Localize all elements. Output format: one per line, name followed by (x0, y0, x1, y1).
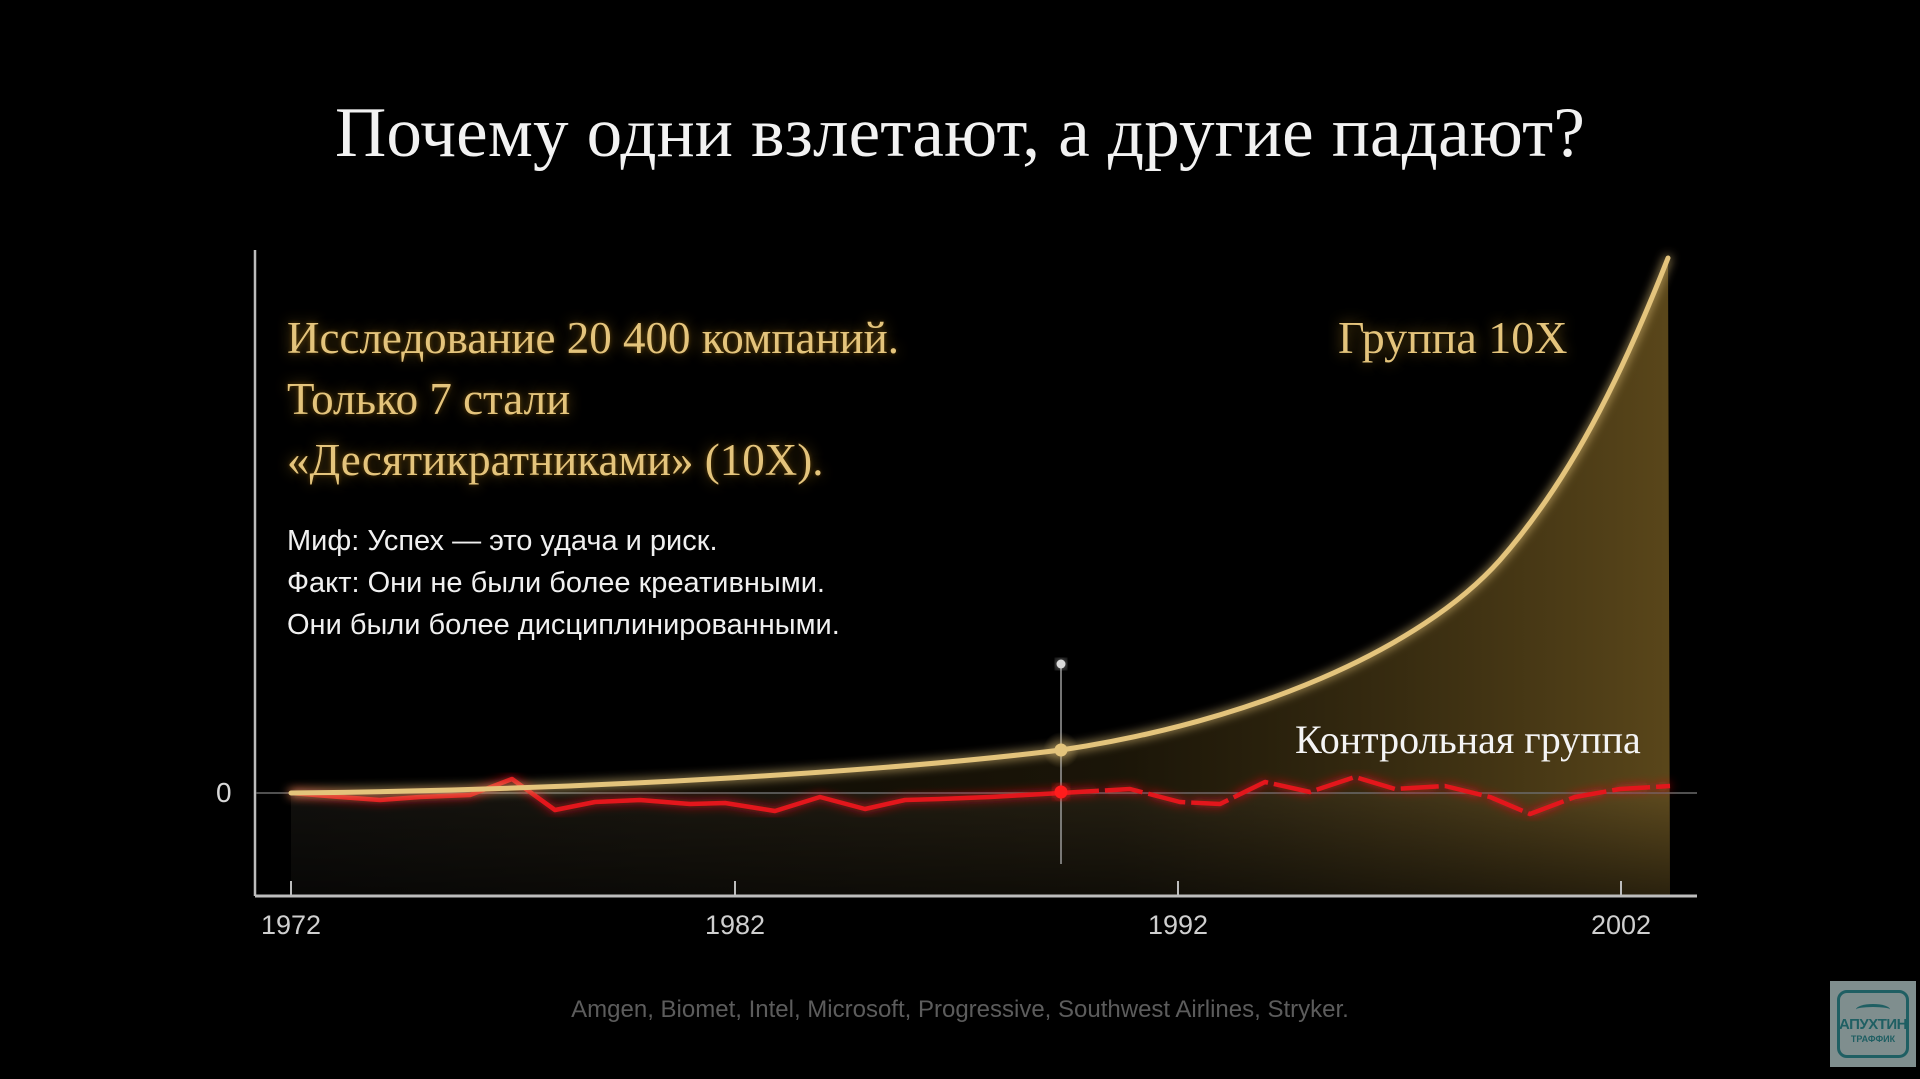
logo-arc-icon (1856, 1004, 1890, 1015)
10x-area-fill (291, 258, 1670, 896)
x-tick-label-2002: 2002 (1590, 910, 1652, 940)
myth-line: Миф: Успех — это удача и риск. (287, 525, 718, 557)
logo-badge: АПУХТИН ТРАФФИК (1837, 990, 1909, 1058)
y-tick-label-zero: 0 (216, 777, 232, 808)
x-tick-label-1992: 1992 (1147, 910, 1209, 940)
logo-line-1: АПУХТИН (1838, 1016, 1908, 1033)
study-heading: Исследование 20 400 компаний. Только 7 с… (287, 308, 899, 491)
x-tick-label-1972: 1972 (260, 910, 322, 940)
page-title: Почему одни взлетают, а другие падают? (334, 94, 1586, 172)
x-tick-label-1982: 1982 (704, 910, 766, 940)
10x-group-line (288, 255, 1671, 796)
control-group-line-dashed (1060, 774, 1671, 817)
study-heading-line-2: Только 7 стали (287, 374, 571, 424)
10x-marker-dot (1054, 743, 1068, 757)
series-label-10x: Группа 10X (1338, 312, 1568, 363)
channel-logo: АПУХТИН ТРАФФИК (1830, 981, 1916, 1067)
study-heading-line-1: Исследование 20 400 компаний. (287, 313, 899, 363)
series-label-control: Контрольная группа (1295, 717, 1641, 762)
myth-fact-text: Миф: Успех — это удача и риск. Факт: Они… (287, 520, 840, 646)
control-marker-dot (1054, 785, 1068, 799)
discipline-line: Они были более дисциплинированными. (287, 609, 840, 641)
logo-line-2: ТРАФФИК (1850, 1034, 1896, 1044)
study-heading-line-3: «Десятикратниками» (10X). (287, 435, 824, 485)
fact-line: Факт: Они не были более креативными. (287, 567, 825, 599)
companies-footnote: Amgen, Biomet, Intel, Microsoft, Progres… (571, 996, 1349, 1023)
control-group-line (290, 776, 1062, 814)
highlight-marker-top-dot (1056, 659, 1066, 669)
